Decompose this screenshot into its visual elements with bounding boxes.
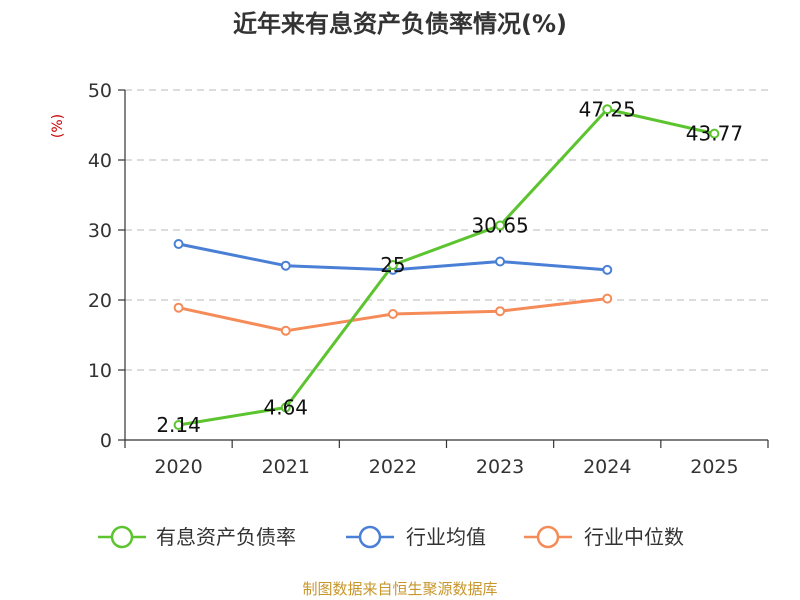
legend-label: 行业均值 [406, 525, 486, 549]
legend-marker [110, 525, 134, 549]
y-tick-label: 50 [88, 80, 112, 102]
data-label: 25 [380, 253, 405, 277]
data-point [173, 420, 184, 431]
y-tick-label: 20 [88, 290, 112, 312]
legend-item[interactable]: 有息资产负债率 [98, 525, 296, 549]
data-point [602, 264, 613, 275]
data-point [280, 260, 291, 271]
data-labels: 2.14 4.64 25 30.65 47.25 43.77 [156, 97, 743, 437]
legend-item[interactable]: 行业均值 [346, 525, 486, 549]
data-point [495, 256, 506, 267]
x-tick-label: 2025 [690, 456, 738, 478]
grid [125, 89, 768, 371]
legend-item[interactable]: 行业中位数 [524, 525, 684, 549]
data-point [387, 309, 398, 319]
data-point [280, 402, 291, 413]
data-point [602, 293, 613, 304]
x-tick-label: 2024 [583, 456, 631, 478]
data-point [280, 325, 291, 336]
data-label: 47.25 [579, 97, 636, 121]
axes: 0 10 20 30 40 50 2020 2021 2022 2023 2024 2025 [88, 80, 769, 478]
data-point [387, 260, 398, 270]
legend[interactable]: 有息资产负债率 行业均值 行业中位数 [98, 525, 684, 549]
series-line [178, 107, 715, 427]
data-point [709, 128, 720, 139]
y-tick-label: 40 [88, 150, 112, 172]
x-tick-label: 2023 [476, 456, 524, 478]
data-point [602, 104, 613, 115]
y-tick-label: 10 [88, 360, 112, 382]
data-label: 30.65 [471, 213, 528, 237]
chart-title: 近年来有息资产负债率情况(%) [233, 10, 567, 38]
x-tick-label: 2020 [154, 456, 202, 478]
data-point [495, 220, 506, 231]
legend-label: 行业中位数 [584, 525, 684, 549]
data-label: 43.77 [686, 122, 743, 146]
legend-marker [536, 525, 560, 549]
legend-label: 有息资产负债率 [156, 525, 296, 549]
data-point [495, 306, 506, 317]
legend-marker [358, 525, 382, 549]
y-axis-label: (%) [50, 114, 66, 138]
y-tick-label: 30 [88, 220, 112, 242]
data-point [173, 239, 184, 249]
data-label: 4.64 [263, 396, 308, 420]
x-tick-label: 2021 [262, 456, 310, 478]
data-point [173, 302, 184, 313]
source-note: 制图数据来自恒生聚源数据库 [302, 580, 497, 598]
y-tick-label: 0 [100, 430, 112, 452]
x-tick-label: 2022 [369, 456, 417, 478]
series [173, 104, 720, 431]
data-label: 2.14 [156, 413, 201, 437]
